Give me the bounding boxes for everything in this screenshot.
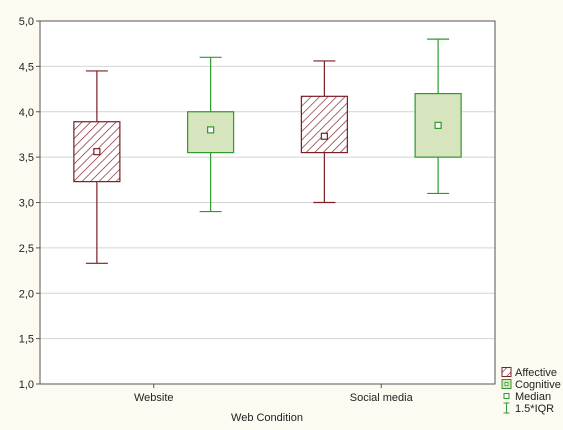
boxes (73, 38, 462, 264)
x-axis-title: Web Condition (231, 412, 303, 424)
box-cognitive-social-media (414, 38, 462, 195)
legend-item-cognitive: Cognitive (501, 379, 561, 391)
legend-symbol-inner (504, 382, 509, 386)
plot-frame (39, 20, 496, 385)
x-tick-label: Social media (350, 392, 414, 404)
legend-label: Median (515, 391, 551, 403)
legend-symbol (501, 367, 512, 377)
y-tick-label: 5,0 (19, 16, 34, 28)
box-cognitive-website (187, 56, 235, 213)
median-marker (207, 126, 215, 134)
median-marker (93, 148, 101, 156)
legend-item-median: Median (503, 391, 551, 403)
y-tick-label: 3,0 (19, 198, 34, 210)
legend-label: Cognitive (515, 379, 561, 391)
box-affective-website (73, 70, 121, 264)
legend-label: Affective (515, 367, 557, 379)
legend-label: 1.5*IQR (515, 403, 554, 415)
legend-item-1-5-iqr: 1.5*IQR (503, 402, 554, 415)
y-tick-label: 1,0 (19, 379, 34, 391)
x-tick-label: Website (134, 392, 174, 404)
box-affective-social-media (300, 60, 348, 204)
y-tick-label: 1,5 (19, 334, 34, 346)
median-marker (320, 132, 328, 140)
y-axis-ticks: 1,0 1,5 2,0 2,5 3,0 3,5 4,0 4,5 5,0 (19, 16, 40, 391)
y-tick-label: 4,0 (19, 107, 34, 119)
y-tick-label: 3,5 (19, 152, 34, 164)
x-axis-ticks: Website Social media (134, 384, 414, 404)
y-tick-label: 2,0 (19, 288, 34, 300)
legend-symbol (503, 393, 510, 399)
legend-item-affective: Affective (501, 367, 557, 379)
y-tick-label: 4,5 (19, 61, 34, 73)
median-marker (434, 121, 442, 129)
iqr-box (300, 95, 348, 154)
y-tick-label: 2,5 (19, 243, 34, 255)
